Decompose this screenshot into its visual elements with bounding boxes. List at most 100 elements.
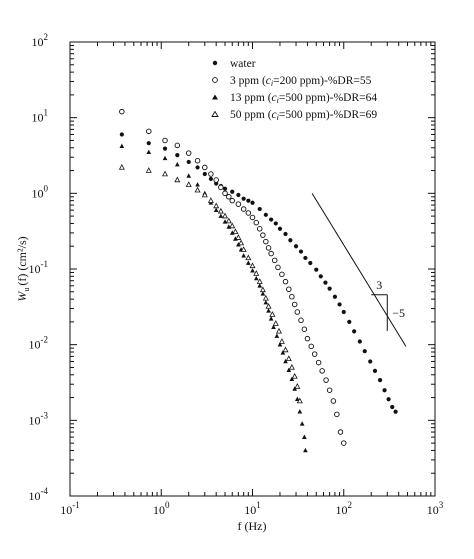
data-point	[162, 155, 168, 161]
data-point	[235, 201, 242, 207]
data-point	[213, 177, 219, 183]
data-point	[289, 293, 295, 300]
slope-annotation: 3 −5	[311, 193, 407, 347]
data-point	[213, 207, 219, 212]
data-point	[368, 359, 373, 364]
data-point	[285, 355, 292, 362]
data-point	[362, 349, 367, 354]
x-tick-label: 10-1	[60, 500, 80, 517]
y-axis: 10-4 10-3 10-2 10-1 100 101 102	[29, 32, 435, 503]
data-point	[265, 302, 272, 309]
data-point	[294, 396, 300, 402]
data-point	[288, 238, 293, 243]
legend: water 3 ppm (ci=200 ppm)-%DR=55 13 ppm (…	[211, 58, 377, 122]
data-point	[245, 210, 252, 216]
data-point	[229, 222, 236, 229]
data-point	[145, 167, 152, 173]
data-point	[265, 245, 272, 251]
legend-marker-open-triangle	[211, 110, 219, 117]
data-point	[253, 275, 259, 281]
data-point	[202, 171, 207, 177]
data-point	[240, 206, 247, 212]
data-point	[268, 316, 274, 321]
data-point	[337, 429, 344, 435]
data-point	[286, 286, 292, 292]
data-point	[207, 197, 214, 203]
data-point	[377, 378, 383, 383]
y-axis-label: Wu(f) (cm²/s)	[15, 236, 31, 301]
data-point	[249, 262, 256, 269]
data-point	[382, 388, 387, 393]
data-point	[213, 202, 220, 209]
data-point	[323, 280, 328, 285]
series-open-circle	[119, 108, 347, 446]
data-point	[229, 197, 236, 204]
data-point	[341, 440, 347, 446]
data-point	[319, 368, 325, 374]
data-point	[298, 317, 304, 324]
slope-rise-label: −5	[392, 306, 405, 320]
legend-label: water	[230, 58, 256, 70]
data-point	[195, 182, 200, 187]
data-point	[279, 271, 285, 278]
legend-marker-open-circle	[212, 77, 218, 83]
legend-marker-filled-triangle	[212, 94, 218, 100]
data-point	[298, 249, 304, 254]
data-point	[357, 339, 362, 344]
data-point	[119, 108, 125, 115]
data-point	[273, 221, 278, 226]
data-point	[250, 200, 255, 205]
data-point	[301, 326, 308, 332]
data-point	[294, 383, 301, 389]
data-point	[347, 319, 352, 324]
data-point	[372, 368, 378, 374]
data-point	[241, 253, 246, 258]
data-point	[323, 377, 329, 383]
data-point	[240, 246, 247, 252]
data-point	[330, 398, 337, 404]
data-point	[304, 335, 311, 342]
legend-entry-3ppm: 3 ppm (ci=200 ppm)-%DR=55	[212, 75, 372, 88]
data-point	[318, 274, 323, 279]
data-series	[118, 108, 398, 453]
data-point	[308, 260, 313, 266]
x-axis-label: f (Hz)	[238, 519, 267, 533]
data-point	[238, 239, 245, 246]
data-point	[241, 196, 246, 201]
data-point	[194, 186, 201, 193]
data-point	[185, 150, 192, 156]
data-point	[263, 299, 269, 305]
data-point	[194, 157, 201, 164]
x-tick-label: 101	[244, 500, 261, 517]
legend-entry-50ppm: 50 ppm (ci=500 ppm)-%DR=69	[211, 109, 377, 122]
data-point	[277, 226, 283, 231]
data-point	[282, 346, 289, 353]
x-axis: 10-1 100 101 102 103	[60, 42, 444, 517]
data-point	[230, 189, 235, 194]
data-point	[174, 142, 181, 149]
data-point	[311, 351, 318, 357]
data-point	[162, 146, 168, 151]
data-point	[271, 257, 278, 264]
data-point	[146, 141, 151, 146]
data-point	[266, 308, 271, 313]
data-point	[288, 363, 295, 370]
data-point	[195, 165, 200, 170]
data-point	[283, 358, 288, 364]
data-point	[272, 320, 279, 326]
data-point	[236, 242, 241, 247]
data-point	[162, 170, 169, 177]
data-point	[162, 137, 168, 144]
data-point	[293, 244, 299, 249]
data-point	[269, 311, 276, 317]
data-point	[186, 173, 192, 178]
data-point	[308, 343, 314, 350]
data-point	[332, 294, 338, 299]
data-point	[268, 250, 274, 257]
data-point	[250, 268, 255, 273]
data-point	[226, 194, 232, 200]
data-point	[291, 301, 298, 308]
data-point	[235, 234, 242, 240]
data-point	[119, 132, 124, 137]
